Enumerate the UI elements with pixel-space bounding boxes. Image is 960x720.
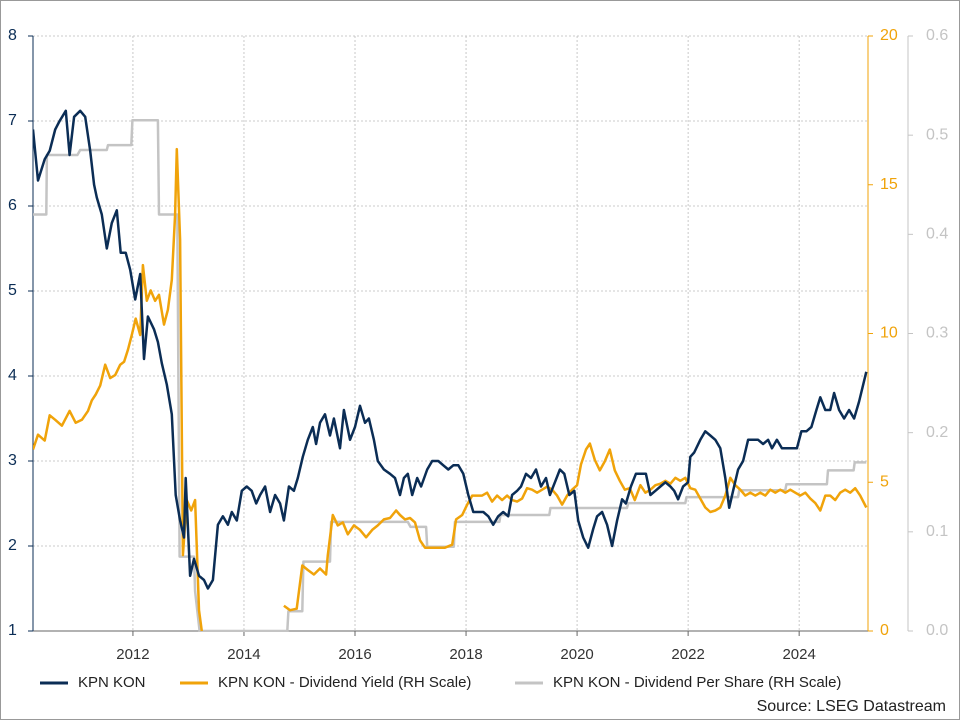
y-tick-label: 3 xyxy=(8,452,17,469)
x-tick-label: 2020 xyxy=(560,646,593,663)
y3-tick-label: 0.0 xyxy=(926,622,948,639)
plot-area xyxy=(33,109,868,632)
series-line xyxy=(33,119,867,632)
y-tick-label: 8 xyxy=(8,27,17,44)
y2-tick-label: 5 xyxy=(880,473,889,490)
y3-tick-label: 0.6 xyxy=(926,27,948,44)
series-line xyxy=(33,147,868,632)
source: Source: LSEG Datastream xyxy=(757,698,946,715)
y-tick-label: 1 xyxy=(8,622,17,639)
y3-tick-label: 0.3 xyxy=(926,325,948,342)
y2-tick-label: 0 xyxy=(880,622,889,639)
x-tick-label: 2014 xyxy=(227,646,260,663)
x-tick-label: 2016 xyxy=(338,646,371,663)
x-tick-label: 2022 xyxy=(671,646,704,663)
y2-tick-label: 10 xyxy=(880,325,898,342)
x-tick-label: 2024 xyxy=(782,646,815,663)
y-tick-label: 4 xyxy=(8,367,17,384)
y3-tick-label: 0.1 xyxy=(926,523,948,540)
y3-tick-label: 0.2 xyxy=(926,424,948,441)
series-line xyxy=(33,109,868,590)
legend-label: KPN KON - Dividend Per Share (RH Scale) xyxy=(553,674,841,691)
legend-label: KPN KON - Dividend Yield (RH Scale) xyxy=(218,674,471,691)
y-tick-label: 5 xyxy=(8,282,17,299)
legend-label: KPN KON xyxy=(78,674,146,691)
y3-tick-label: 0.4 xyxy=(926,226,948,243)
y2-tick-label: 15 xyxy=(880,176,898,193)
y-tick-label: 6 xyxy=(8,197,17,214)
x-tick-label: 2012 xyxy=(116,646,149,663)
x-tick-label: 2018 xyxy=(449,646,482,663)
y-tick-label: 2 xyxy=(8,537,17,554)
y2-tick-label: 20 xyxy=(880,27,898,44)
y-tick-label: 7 xyxy=(8,112,17,129)
y3-tick-label: 0.5 xyxy=(926,126,948,143)
